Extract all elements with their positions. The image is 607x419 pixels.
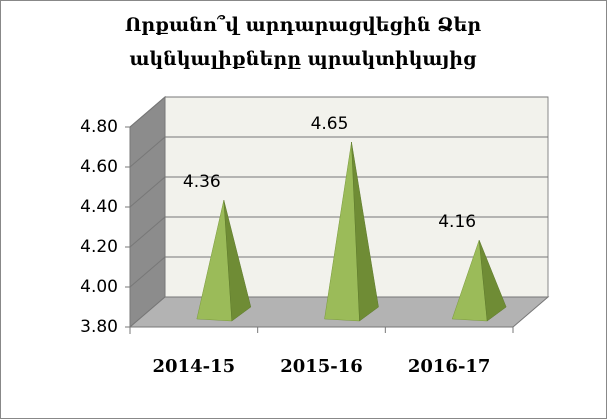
grid-line xyxy=(129,96,548,128)
pyramid xyxy=(324,141,379,322)
x-tick-label: 2016-17 xyxy=(408,356,491,377)
value-label: 4.65 xyxy=(311,114,349,134)
y-tick-label: 4.60 xyxy=(80,157,118,177)
chart-title: Որքանո՞վ արդարացվեցին Ձեր xyxy=(125,14,481,36)
grid-line xyxy=(129,256,548,288)
value-label: 4.36 xyxy=(183,172,221,192)
side-wall xyxy=(129,95,166,329)
pyramid-side-face xyxy=(223,199,252,322)
value-label: 4.16 xyxy=(438,212,476,232)
grid-line xyxy=(129,176,548,208)
y-tick-label: 3.80 xyxy=(80,317,118,337)
grid-line xyxy=(129,136,548,168)
pyramid-side-face xyxy=(351,141,379,322)
pyramid xyxy=(451,239,507,322)
x-tick-label: 2014-15 xyxy=(153,356,236,377)
y-tick-label: 4.80 xyxy=(80,117,118,137)
pyramid xyxy=(196,199,252,322)
y-tick-label: 4.20 xyxy=(80,237,118,257)
x-tick-label: 2015-16 xyxy=(280,356,363,377)
grid-line xyxy=(129,216,548,248)
y-tick-label: 4.40 xyxy=(80,197,118,217)
y-tick-label: 4.00 xyxy=(80,277,118,297)
pyramid-side-face xyxy=(478,239,507,322)
chart-title: ակնկալիքները պրակտիկայից xyxy=(129,48,477,70)
